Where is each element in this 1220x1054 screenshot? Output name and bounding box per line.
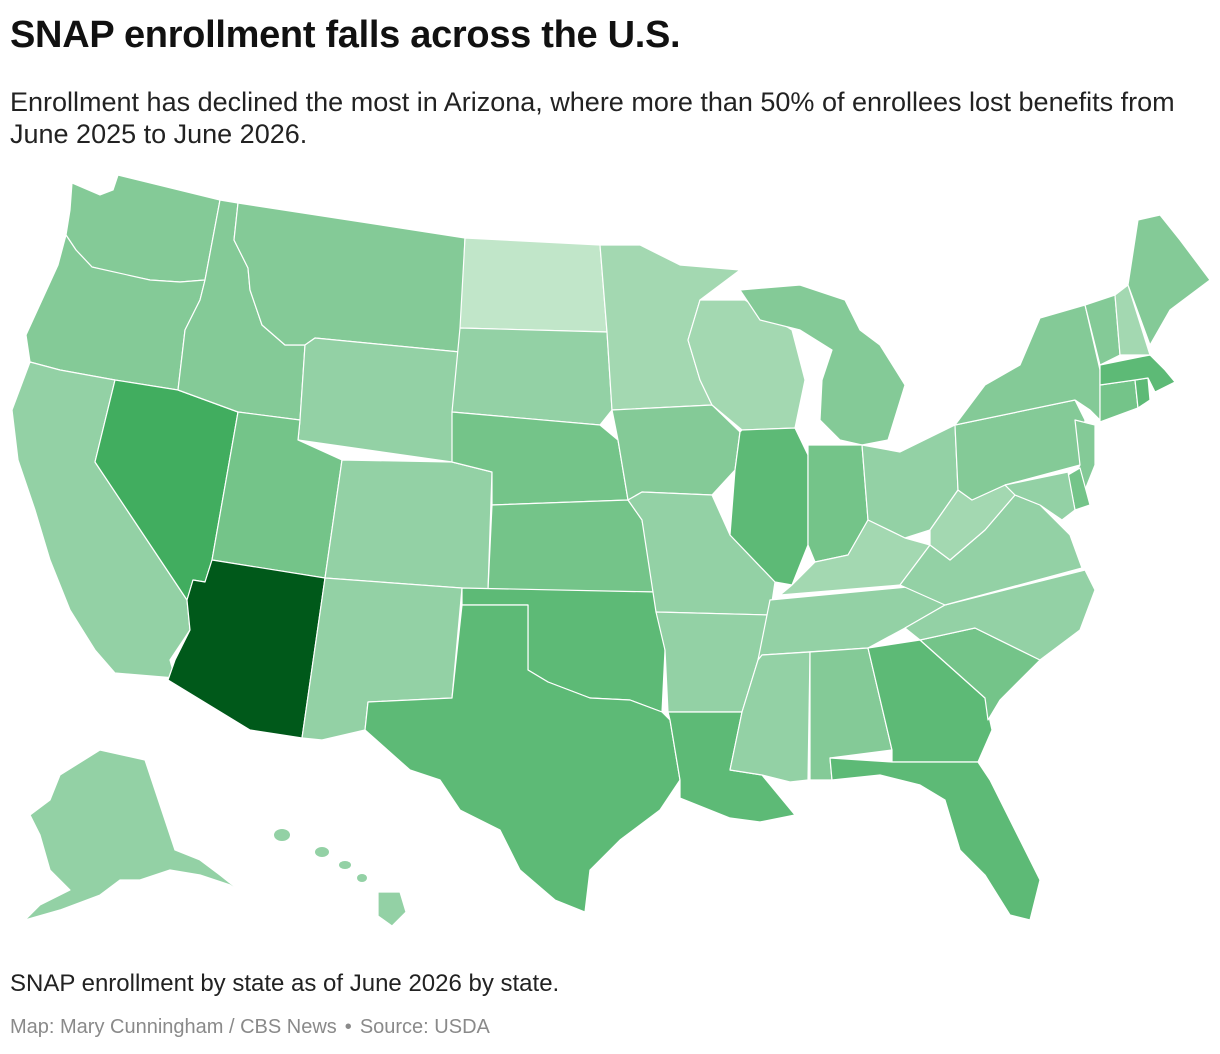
state-PA[interactable]	[954, 399, 1086, 501]
state-NC[interactable]	[904, 569, 1096, 661]
state-ME[interactable]	[1127, 214, 1211, 346]
state-KY[interactable]	[779, 519, 931, 596]
map-caption: SNAP enrollment by state as of June 2026…	[10, 970, 560, 997]
state-AK[interactable]	[24, 749, 246, 921]
state-NH[interactable]	[1114, 284, 1151, 356]
credit-author: Map: Mary Cunningham / CBS News	[10, 1016, 337, 1038]
credit-separator: •	[344, 1016, 352, 1038]
state-ND[interactable]	[459, 237, 608, 333]
state-TX[interactable]	[364, 604, 681, 913]
map-credit: Map: Mary Cunningham / CBS News • Source: …	[10, 1016, 490, 1039]
state-SD[interactable]	[451, 327, 613, 426]
state-IA[interactable]	[611, 404, 741, 501]
map-subtitle: Enrollment has declined the most in Ariz…	[10, 87, 1175, 149]
state-AZ[interactable]	[167, 559, 326, 739]
state-IL[interactable]	[729, 427, 809, 586]
state-CO[interactable]	[324, 459, 493, 591]
state-HI[interactable]	[274, 829, 407, 927]
state-MT[interactable]	[233, 202, 466, 353]
state-FL[interactable]	[829, 757, 1041, 921]
state-MD[interactable]	[1004, 471, 1076, 521]
state-MA[interactable]	[1099, 354, 1176, 393]
map-title: SNAP enrollment falls across the U.S.	[10, 14, 681, 56]
state-KS[interactable]	[487, 499, 657, 593]
state-RI[interactable]	[1134, 377, 1151, 409]
credit-source: Source: USDA	[359, 1016, 490, 1038]
us-choropleth-map	[11, 174, 1211, 927]
state-MS[interactable]	[729, 651, 811, 783]
state-WY[interactable]	[297, 337, 461, 463]
state-CT[interactable]	[1099, 379, 1139, 423]
state-NY[interactable]	[954, 304, 1101, 426]
